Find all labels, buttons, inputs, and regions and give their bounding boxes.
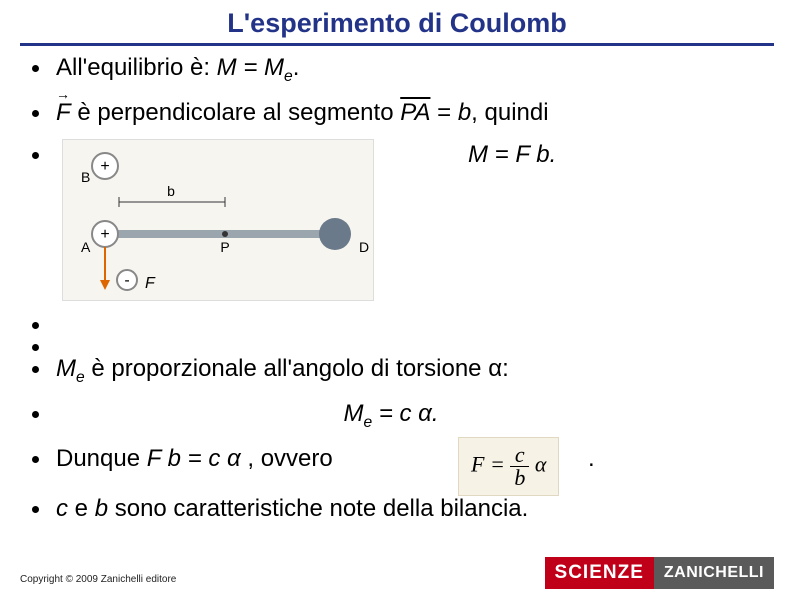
- formula-alpha: α: [535, 451, 547, 476]
- b7-mid: e: [68, 495, 95, 522]
- b1-post: .: [293, 54, 300, 81]
- b6-eq: F b = c α: [147, 445, 241, 472]
- formula-frac: cb: [510, 444, 529, 489]
- bullet-spacer-2: [28, 331, 766, 343]
- point-p-icon: [222, 231, 228, 237]
- bullet-list: All'equilibrio è: M = Me. F è perpendico…: [28, 52, 766, 526]
- b2-post1: =: [430, 99, 457, 126]
- bullet-7: c e b sono caratteristiche note della bi…: [28, 493, 766, 525]
- footer: Copyright © 2009 Zanichelli editore SCIE…: [20, 553, 774, 589]
- charge-a-sign: +: [100, 226, 109, 243]
- b2-F: F: [56, 97, 71, 129]
- b5-pre: M: [343, 400, 363, 427]
- force-arrow-head-icon: [100, 280, 110, 290]
- label-b: b: [167, 183, 175, 199]
- bullet-3-figure-row: M = F b. + B b: [28, 139, 766, 299]
- formula-box: F = cb α: [458, 437, 559, 496]
- b7-post: sono caratteristiche note della bilancia…: [108, 495, 528, 522]
- formula-F: F: [471, 451, 484, 476]
- b2-PA: PA: [400, 99, 430, 126]
- brand-logo: SCIENZE ZANICHELLI: [545, 557, 774, 589]
- copyright-text: Copyright © 2009 Zanichelli editore: [20, 574, 176, 585]
- b6-dot: .: [588, 443, 595, 475]
- label-A: A: [81, 239, 91, 255]
- b3-eq: M = F b.: [468, 139, 556, 171]
- bar-icon: [105, 230, 335, 238]
- b7-b: b: [95, 495, 108, 522]
- b5-sub: e: [363, 414, 372, 431]
- bullet-2: F è perpendicolare al segmento PA = b, q…: [28, 97, 766, 129]
- formula-den: b: [510, 467, 529, 489]
- coulomb-figure: + B b + A: [62, 139, 374, 301]
- bullet-6: Dunque F b = c α , ovvero F = cb α .: [28, 443, 766, 475]
- label-B: B: [81, 169, 90, 185]
- charge-neg-sign: -: [124, 272, 129, 289]
- charge-b-sign: +: [100, 158, 109, 175]
- b4-post: :: [502, 355, 509, 382]
- b2-b: b: [458, 99, 471, 126]
- b4-mid: è proporzionale all'angolo di torsione: [85, 355, 489, 382]
- label-F: F: [145, 275, 156, 292]
- label-D: D: [359, 239, 369, 255]
- b4-sub: e: [76, 369, 85, 386]
- formula-eq: =: [484, 451, 510, 476]
- b1-eq: M = M: [217, 54, 284, 81]
- bullet-5: Me = c α.: [28, 398, 766, 433]
- bullet-4: Me è proporzionale all'angolo di torsion…: [28, 353, 766, 388]
- formula-num: c: [510, 444, 529, 467]
- b1-pre: All'equilibrio è:: [56, 54, 217, 81]
- label-P: P: [220, 239, 229, 255]
- b5-post: = c α.: [372, 400, 438, 427]
- b2-mid: è perpendicolare al segmento: [71, 99, 401, 126]
- b7-c: c: [56, 495, 68, 522]
- brand-zanichelli: ZANICHELLI: [654, 557, 774, 589]
- b2-post2: , quindi: [471, 99, 548, 126]
- bullet-spacer-1: [28, 309, 766, 321]
- bullet-1: All'equilibrio è: M = Me.: [28, 52, 766, 87]
- b4-pre: M: [56, 355, 76, 382]
- b5-eq-wrap: Me = c α.: [56, 398, 766, 433]
- brand-scienze: SCIENZE: [545, 557, 654, 589]
- sphere-d-icon: [319, 218, 351, 250]
- b1-sub: e: [284, 68, 293, 85]
- slide: L'esperimento di Coulomb All'equilibrio …: [0, 0, 794, 595]
- content-area: All'equilibrio è: M = Me. F è perpendico…: [0, 52, 794, 526]
- b6-mid: , ovvero: [241, 445, 333, 472]
- title-rule: [20, 43, 774, 46]
- b6-pre: Dunque: [56, 445, 147, 472]
- b4-alpha: α: [488, 355, 502, 382]
- figure-svg: + B b + A: [63, 140, 373, 300]
- slide-title: L'esperimento di Coulomb: [0, 0, 794, 43]
